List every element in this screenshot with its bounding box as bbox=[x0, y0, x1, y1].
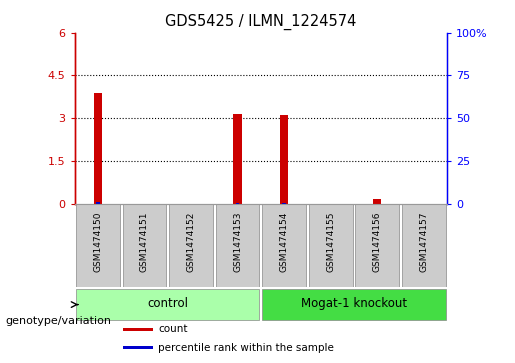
Bar bbox=[123, 204, 166, 287]
Bar bbox=[76, 289, 260, 320]
Text: Mogat-1 knockout: Mogat-1 knockout bbox=[301, 297, 407, 310]
Bar bbox=[94, 93, 102, 204]
Bar bbox=[169, 204, 213, 287]
Bar bbox=[236, 203, 239, 204]
Text: genotype/variation: genotype/variation bbox=[5, 316, 111, 326]
Text: GSM1474154: GSM1474154 bbox=[280, 211, 288, 272]
Text: count: count bbox=[159, 324, 188, 334]
Bar bbox=[76, 204, 120, 287]
Text: GSM1474152: GSM1474152 bbox=[186, 211, 196, 272]
Bar bbox=[123, 346, 153, 349]
Text: GSM1474151: GSM1474151 bbox=[140, 211, 149, 272]
Bar bbox=[283, 203, 286, 204]
Bar bbox=[309, 204, 353, 287]
Text: GSM1474153: GSM1474153 bbox=[233, 211, 242, 272]
Title: GDS5425 / ILMN_1224574: GDS5425 / ILMN_1224574 bbox=[165, 14, 356, 30]
Bar bbox=[96, 203, 99, 204]
Text: control: control bbox=[147, 297, 188, 310]
Text: GSM1474155: GSM1474155 bbox=[326, 211, 335, 272]
Text: GSM1474156: GSM1474156 bbox=[373, 211, 382, 272]
Text: percentile rank within the sample: percentile rank within the sample bbox=[159, 343, 334, 352]
Bar bbox=[262, 289, 445, 320]
Bar bbox=[262, 204, 306, 287]
Bar bbox=[123, 328, 153, 330]
Text: GSM1474150: GSM1474150 bbox=[93, 211, 102, 272]
Bar bbox=[373, 199, 382, 204]
Bar bbox=[402, 204, 445, 287]
Text: GSM1474157: GSM1474157 bbox=[419, 211, 428, 272]
Bar bbox=[233, 114, 242, 204]
Bar bbox=[355, 204, 399, 287]
Bar bbox=[216, 204, 260, 287]
Bar bbox=[280, 115, 288, 204]
